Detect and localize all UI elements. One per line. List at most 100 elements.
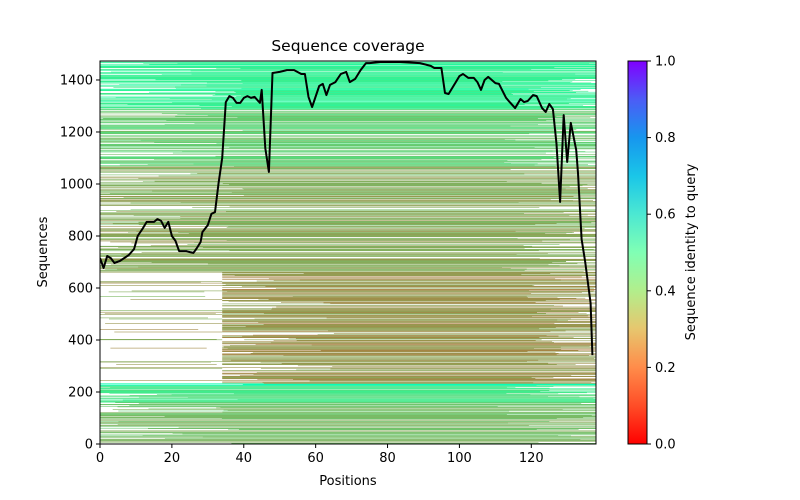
- heatmap-row: [100, 269, 596, 271]
- heatmap-row: [222, 316, 596, 318]
- heatmap-row: [100, 441, 596, 442]
- heatmap-row: [100, 147, 596, 149]
- heatmap-row: [100, 392, 596, 393]
- heatmap-row: [222, 347, 596, 349]
- heatmap-row: [130, 202, 596, 204]
- heatmap-row: [222, 310, 596, 312]
- heatmap-row: [245, 326, 596, 328]
- plot-frame: [99, 60, 597, 445]
- heatmap-row: [191, 73, 576, 75]
- heatmap-row: [222, 300, 546, 302]
- heatmap-row: [243, 189, 596, 190]
- heatmap-row: [119, 164, 535, 166]
- heatmap-row: [113, 87, 541, 88]
- heatmap-row: [119, 84, 596, 85]
- heatmap-row: [100, 234, 596, 235]
- heatmap-row: [100, 387, 550, 389]
- heatmap-row: [222, 351, 596, 352]
- heatmap-row: [100, 199, 551, 201]
- heatmap-row: [222, 343, 596, 345]
- heatmap-row: [100, 162, 596, 164]
- heatmap-row: [100, 440, 596, 441]
- heatmap-row: [222, 329, 596, 330]
- heatmap-row: [222, 292, 582, 293]
- heatmap-row: [100, 260, 596, 261]
- heatmap-row: [100, 101, 596, 102]
- heatmap-row: [252, 352, 556, 354]
- heatmap-row: [100, 271, 584, 272]
- heatmap-row: [231, 443, 596, 444]
- heatmap-row: [222, 321, 596, 322]
- heatmap-row: [177, 114, 596, 115]
- heatmap-row: [230, 345, 596, 346]
- heatmap-row: [268, 299, 596, 300]
- heatmap-row: [100, 255, 596, 257]
- heatmap-row: [100, 314, 223, 315]
- heatmap-row: [253, 374, 596, 375]
- heatmap-row: [122, 399, 596, 401]
- heatmap-row: [222, 310, 596, 311]
- heatmap-row: [257, 379, 596, 380]
- heatmap-row: [100, 281, 201, 283]
- heatmap-row: [229, 147, 535, 148]
- heatmap-row: [161, 113, 596, 114]
- heatmap-row: [100, 128, 596, 129]
- heatmap-row: [222, 359, 596, 360]
- heatmap-row: [207, 263, 596, 265]
- heatmap-row: [100, 130, 596, 132]
- heatmap-row: [100, 109, 596, 110]
- heatmap-row: [100, 132, 596, 134]
- heatmap-row: [222, 296, 558, 298]
- heatmap-row: [100, 220, 596, 222]
- heatmap-row: [296, 340, 596, 342]
- heatmap-row: [100, 229, 596, 231]
- heatmap-row: [100, 216, 596, 218]
- heatmap-row: [323, 302, 596, 304]
- heatmap-row: [168, 221, 596, 222]
- heatmap-row: [100, 201, 596, 202]
- heatmap-row: [100, 253, 596, 255]
- heatmap-row: [100, 165, 596, 167]
- heatmap-row: [222, 315, 596, 316]
- heatmap-row: [222, 293, 532, 294]
- heatmap-row: [222, 287, 596, 288]
- heatmap-row: [255, 344, 596, 345]
- heatmap-row: [100, 432, 596, 433]
- heatmap-row: [100, 214, 588, 216]
- heatmap-row: [211, 99, 596, 100]
- heatmap-row: [222, 298, 577, 299]
- heatmap-row: [320, 350, 579, 351]
- heatmap-row: [222, 336, 596, 337]
- heatmap-row: [100, 232, 567, 234]
- heatmap-row: [222, 309, 596, 311]
- heatmap-row: [100, 236, 596, 237]
- heatmap-row: [222, 293, 596, 295]
- heatmap-row: [100, 129, 577, 130]
- heatmap-row: [171, 394, 531, 396]
- heatmap-row: [100, 219, 596, 220]
- heatmap-row: [180, 202, 519, 203]
- heatmap-row: [100, 144, 596, 146]
- heatmap-row: [100, 131, 596, 133]
- heatmap-row: [142, 435, 559, 436]
- heatmap-row: [222, 315, 588, 317]
- heatmap-row: [161, 74, 596, 75]
- heatmap-row: [222, 349, 596, 351]
- heatmap-row: [222, 319, 596, 320]
- y-axis: 0 200 400 600 800 1000 1200 1400: [60, 73, 100, 453]
- heatmap-row: [222, 275, 596, 277]
- heatmap-row: [100, 421, 550, 422]
- heatmap-row: [222, 326, 596, 327]
- heatmap-row: [215, 90, 589, 92]
- heatmap-row: [100, 234, 596, 236]
- heatmap-row: [222, 370, 596, 372]
- heatmap-row: [228, 301, 591, 302]
- heatmap-row: [100, 98, 567, 100]
- heatmap-row: [100, 256, 596, 257]
- heatmap-row: [138, 221, 596, 223]
- x-tick-label: 0: [96, 451, 104, 466]
- heatmap-row: [100, 80, 549, 82]
- heatmap-row: [100, 133, 596, 134]
- heatmap-row: [131, 290, 223, 292]
- heatmap-row: [149, 91, 596, 93]
